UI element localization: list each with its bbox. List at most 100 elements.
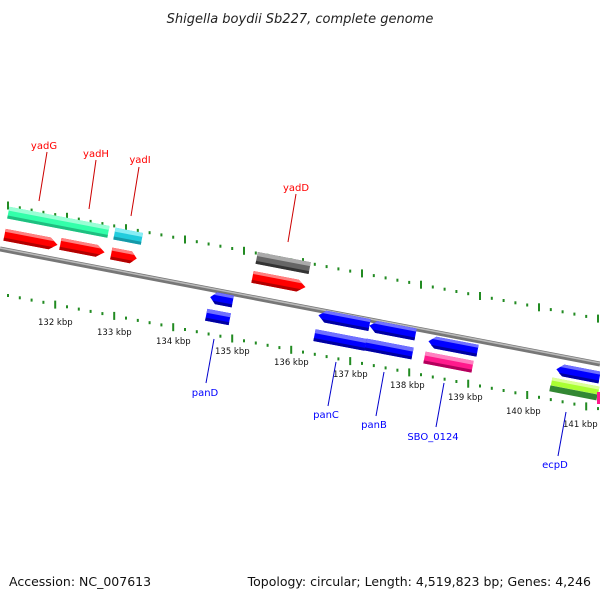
gene-label-yadI[interactable]: yadI [129,155,150,166]
minor-tick [125,316,127,320]
gene-label-SBO_0124[interactable]: SBO_0124 [407,432,458,443]
minor-tick [89,219,92,223]
genome-summary: Topology: circular; Length: 4,519,823 bp… [247,574,591,589]
genome-backbone [0,246,600,367]
gene-label-yadH[interactable]: yadH [83,149,109,160]
major-tick [361,269,363,278]
minor-tick [573,402,576,406]
gene-label-panB[interactable]: panB [361,420,387,431]
minor-tick [195,330,198,334]
major-tick [290,345,293,354]
magenta-feature-edge[interactable] [597,392,600,404]
gene-label-panD[interactable]: panD [192,388,219,399]
minor-tick [278,346,281,350]
major-tick [526,391,529,399]
minor-tick [325,265,328,269]
tick-label: 138 kbp [390,381,425,391]
tick-label: 141 kbp [563,420,598,430]
minor-tick [54,213,57,217]
major-tick [408,368,411,377]
minor-tick [148,321,151,325]
gene-panB-block[interactable] [364,338,414,360]
minor-tick [30,208,33,212]
major-tick [113,311,116,320]
trna-feature[interactable] [113,227,144,245]
gene-yadG-arrow[interactable] [3,228,58,251]
minor-tick [455,290,458,293]
minor-tick [467,292,470,296]
minor-tick [113,224,116,228]
gene-ecpD-arrow[interactable] [555,363,600,384]
magenta-feature[interactable] [423,351,474,373]
major-tick [585,402,588,411]
gene-labels: yadG yadH yadI yadD panD panC panB SBO_0… [31,141,568,471]
minor-tick [443,377,446,381]
gene-label-yadD[interactable]: yadD [283,183,309,194]
minor-tick [136,318,139,322]
forward-feature-block[interactable] [7,206,110,238]
minor-tick [372,274,375,278]
minor-tick [573,312,576,316]
minor-tick [207,242,210,246]
minor-tick [396,278,399,282]
minor-tick [184,328,186,331]
tick-label: 132 kbp [38,318,73,328]
minor-tick [77,217,80,221]
minor-tick [443,287,446,291]
tick-label: 140 kbp [506,407,541,417]
minor-tick [408,280,411,284]
minor-tick [207,332,210,336]
minor-tick [384,276,387,280]
minor-tick [302,350,304,354]
gene-label-ecpD[interactable]: ecpD [542,460,568,471]
reverse-strand-features [205,291,600,404]
major-tick [597,314,599,323]
minor-tick [431,375,434,379]
gene-label-yadG[interactable]: yadG [31,141,57,152]
minor-tick [77,307,80,311]
minor-tick [490,296,493,300]
gene-yadD-arrow[interactable] [251,271,306,293]
gene-panC-block[interactable] [313,329,367,351]
gene-yadI-arrow[interactable] [110,247,138,265]
forward-strand-features [3,206,311,293]
minor-tick [549,398,552,402]
minor-tick [160,233,163,237]
minor-tick [455,380,458,383]
minor-tick [254,341,257,345]
minor-tick [66,305,68,309]
minor-tick [526,303,529,307]
coordinate-labels: 132 kbp 133 kbp 134 kbp 135 kbp 136 kbp … [38,318,598,430]
major-tick [172,323,175,332]
minor-tick [136,228,139,232]
minor-tick [396,368,399,372]
minor-tick [101,312,104,316]
minor-tick [479,384,481,388]
inner-tick-row [7,294,599,411]
gene-panD-arrow-top[interactable] [209,291,234,308]
major-tick [243,246,245,255]
major-tick [479,292,481,300]
minor-tick [219,244,222,248]
gene-yadH-arrow[interactable] [59,237,105,258]
minor-tick [597,407,599,411]
gene-panB-arrow-top[interactable] [368,320,417,341]
pseudo-gene-feature[interactable] [255,252,311,275]
minor-tick [561,310,564,314]
minor-tick [30,298,33,302]
tick-label: 136 kbp [274,358,309,368]
minor-tick [349,269,352,273]
minor-tick [172,235,175,239]
lime-feature[interactable] [550,377,600,395]
minor-tick [549,308,552,312]
minor-tick [538,395,540,399]
gene-panC-arrow-top[interactable] [317,309,371,331]
major-tick [231,334,234,343]
dark-green-feature[interactable] [549,385,598,401]
major-tick [125,224,127,233]
gene-label-panC[interactable]: panC [313,410,339,421]
gene-SBO_0124-arrow[interactable] [427,335,479,357]
gene-panD-block[interactable] [205,308,231,326]
tick-label: 135 kbp [215,347,250,357]
minor-tick [361,361,363,365]
